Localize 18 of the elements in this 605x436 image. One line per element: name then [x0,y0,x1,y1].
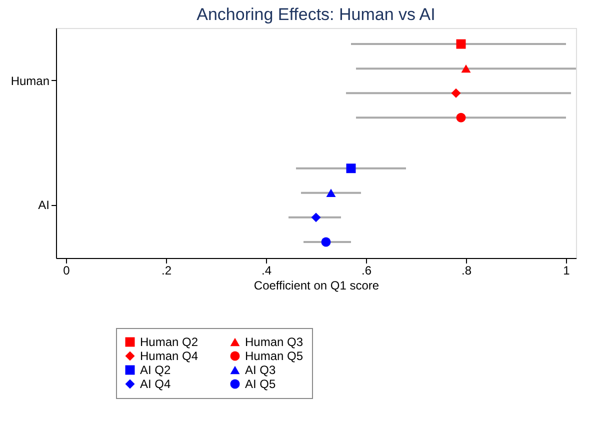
legend-label: AI Q4 [140,377,172,391]
y-tick-label: AI [38,198,50,212]
legend-label: Human Q4 [140,349,198,363]
y-tick-label: Human [10,74,50,88]
x-tick-label: .6 [361,264,372,278]
legend-label: Human Q3 [245,335,304,349]
legend-label: AI Q3 [245,363,276,377]
legend-label: Human Q5 [245,349,304,363]
x-axis-title: Coefficient on Q1 score [254,278,380,292]
x-tick-label: .2 [161,264,172,278]
x-tick-label: 1 [563,264,570,278]
x-tick-label: .4 [261,264,272,278]
legend-label: Human Q2 [140,335,198,349]
legend-label: AI Q2 [140,363,172,377]
x-tick-label: .8 [461,264,472,278]
legend-label: AI Q5 [245,377,276,391]
x-tick-label: 0 [63,264,70,278]
chart-title: Anchoring Effects: Human vs AI [196,5,436,24]
